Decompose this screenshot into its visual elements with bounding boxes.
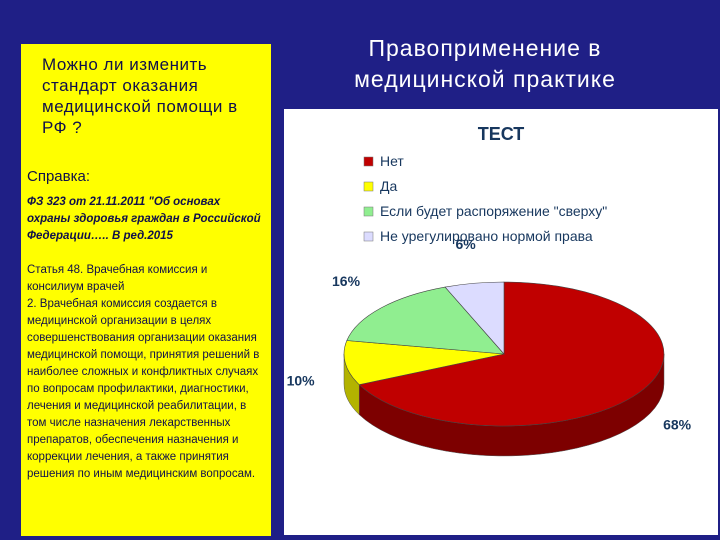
law-citation: ФЗ 323 от 21.11.2011 "Об основах охраны … <box>27 196 261 242</box>
slide-title: Правоприменение в медицинской практике <box>354 35 616 92</box>
article-clause: 2. Врачебная комиссия создается в медици… <box>27 298 260 480</box>
legend-swatch-1 <box>363 181 374 192</box>
data-label-1: 10% <box>287 372 316 388</box>
data-label-3: 6% <box>455 236 476 252</box>
reference-title: Справка: <box>27 168 91 185</box>
article-title: Статья 48. Врачебная комиссия и консилиу… <box>27 264 208 293</box>
legend-swatch-2 <box>363 206 374 217</box>
slice-top-3 <box>444 281 505 355</box>
legend-swatch-3 <box>363 231 374 242</box>
legend-label-1: Да <box>380 178 397 194</box>
legend-swatch-0 <box>363 156 374 167</box>
legend-label-2: Если будет распоряжение "сверху" <box>380 203 607 219</box>
legend-label-3: Не урегулировано нормой права <box>380 228 593 244</box>
slice-top-2 <box>346 286 505 355</box>
slice-top-1 <box>343 340 505 385</box>
question-text: Можно ли изменить стандарт оказания меди… <box>42 55 238 137</box>
legend-label-0: Нет <box>380 153 404 169</box>
pie-chart: ТЕСТ Нет Да Если будет распоряжение "сверху… <box>287 124 692 457</box>
data-label-2: 16% <box>332 273 361 289</box>
chart-area: ТЕСТ Нет Да Если будет распоряжение "сверху… <box>284 109 718 535</box>
left-panel <box>21 44 271 536</box>
data-label-0: 68% <box>663 416 692 432</box>
slice-top-0 <box>358 281 665 427</box>
chart-title: ТЕСТ <box>478 124 525 144</box>
